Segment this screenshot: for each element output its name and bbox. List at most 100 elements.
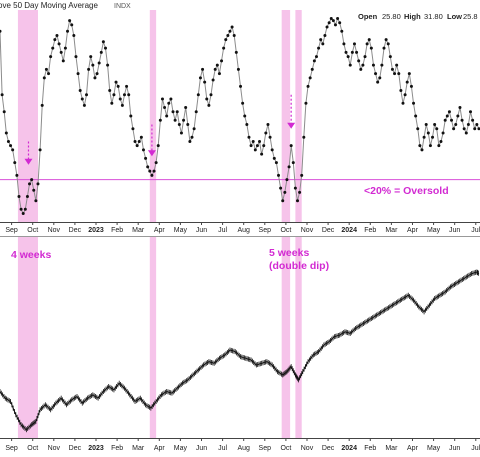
indicator-point-46 (95, 72, 99, 76)
indicator-point-187 (393, 72, 397, 76)
indicator-line (0, 17, 480, 215)
indicator-point-49 (101, 40, 105, 44)
indicator-point-77 (160, 97, 164, 101)
indicator-point-144 (302, 135, 306, 139)
indicator-point-150 (314, 55, 318, 59)
indicator-point-193 (405, 80, 409, 84)
indicator-point-99 (207, 103, 211, 107)
indicator-point-202 (424, 122, 428, 126)
top-x-tick-label-1: Oct (27, 227, 38, 234)
indicator-point-175 (367, 38, 371, 42)
indicator-point-114 (239, 84, 243, 88)
indicator-point-84 (175, 110, 179, 114)
highlight-band-bottom-2 (281, 236, 291, 438)
indicator-point-161 (338, 21, 342, 25)
four-weeks-annotation: 4 weeks (11, 249, 51, 261)
indicator-point-65 (135, 144, 139, 148)
bottom-x-tick-label-7: Apr (154, 445, 166, 452)
indicator-point-196 (412, 101, 416, 105)
top-x-tick-label-20: May (427, 227, 441, 234)
indicator-point-47 (97, 61, 101, 65)
indicator-point-89 (186, 122, 190, 126)
indicator-point-62 (129, 114, 133, 118)
indicator-point-163 (342, 42, 346, 46)
top-x-tick-label-16: 2024 (341, 227, 357, 234)
indicator-point-112 (234, 50, 238, 54)
indicator-point-122 (255, 144, 259, 148)
panel-frames (0, 222, 480, 439)
indicator-point-28 (57, 42, 61, 46)
top-x-tick-label-10: Jul (218, 227, 227, 234)
indicator-point-60 (125, 84, 129, 88)
indicator-point-68 (141, 148, 145, 152)
indicator-point-209 (439, 139, 443, 143)
indicator-point-24 (49, 55, 53, 59)
indicator-point-168 (352, 42, 356, 46)
indicator-point-171 (359, 67, 363, 71)
indicator-point-96 (201, 67, 205, 71)
indicator-point-43 (89, 55, 93, 59)
low-label: Low (447, 12, 462, 21)
indicator-point-106 (222, 46, 226, 50)
indicator-point-183 (384, 38, 388, 42)
indicator-point-23 (47, 72, 51, 76)
indicator-point-105 (220, 59, 224, 63)
indicator-point-29 (59, 50, 63, 54)
highlight-band-bottom-3 (295, 236, 302, 438)
indicator-point-87 (182, 118, 186, 122)
chart-symbol: INDX (114, 3, 131, 10)
indicator-point-178 (374, 72, 378, 76)
header-background (0, 0, 480, 10)
indicator-point-91 (190, 135, 194, 139)
bottom-x-tick-label-20: May (427, 445, 441, 452)
highlight-band-bottom-1 (149, 236, 157, 438)
indicator-point-172 (361, 63, 365, 67)
indicator-point-198 (416, 127, 420, 131)
indicator-point-115 (241, 101, 245, 105)
indicator-point-184 (386, 42, 390, 46)
indicator-point-203 (426, 131, 430, 135)
indicator-point-224 (471, 118, 475, 122)
indicator-point-129 (270, 148, 274, 152)
arrow-annotations (24, 94, 296, 165)
indicator-point-85 (177, 122, 181, 126)
indicator-point-177 (371, 63, 375, 67)
indicator-point-185 (388, 55, 392, 59)
indicator-point-192 (403, 93, 407, 97)
indicator-point-182 (382, 46, 386, 50)
indicator-point-83 (173, 118, 177, 122)
indicator-point-36 (74, 55, 78, 59)
bottom-x-tick-label-1: Oct (27, 445, 38, 452)
indicator-point-125 (262, 144, 266, 148)
indicator-point-44 (91, 63, 95, 67)
indicator-point-67 (139, 135, 143, 139)
low-value: 25.8 (463, 12, 478, 21)
indicator-point-79 (165, 114, 169, 118)
chart-title: ove 50 Day Moving Average (0, 1, 98, 10)
indicator-point-108 (226, 33, 230, 37)
indicator-point-13 (25, 195, 29, 199)
indicator-point-14 (28, 182, 32, 186)
indicator-point-97 (203, 80, 207, 84)
bottom-x-tick-label-3: Dec (69, 445, 82, 452)
indicator-point-45 (93, 76, 97, 80)
indicator-point-159 (333, 23, 337, 27)
indicator-point-53 (110, 101, 114, 105)
indicator-point-101 (211, 78, 215, 82)
indicator-point-143 (300, 173, 304, 177)
indicator-point-16 (32, 188, 36, 192)
indicator-point-80 (167, 101, 171, 105)
indicator-point-94 (196, 93, 200, 97)
indicator-point-221 (464, 131, 468, 135)
top-x-tick-label-18: Mar (385, 227, 398, 234)
top-x-tick-label-22: Jul (471, 227, 480, 234)
indicator-point-42 (87, 67, 91, 71)
indicator-point-66 (137, 139, 141, 143)
indicator-point-33 (68, 19, 72, 23)
bottom-x-tick-label-19: Apr (407, 445, 419, 452)
indicator-point-81 (169, 97, 173, 101)
indicator-point-100 (209, 93, 213, 97)
indicator-point-147 (308, 76, 312, 80)
bottom-x-tick-label-18: Mar (385, 445, 398, 452)
indicator-point-59 (122, 93, 126, 97)
